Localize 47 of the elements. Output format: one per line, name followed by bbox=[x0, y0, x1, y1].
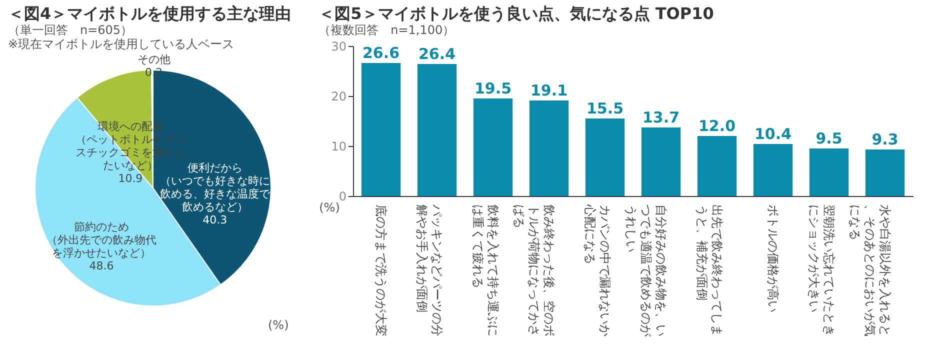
slice-label: その他 bbox=[137, 53, 170, 66]
bar bbox=[585, 118, 625, 196]
y-tick-label: 0 bbox=[338, 190, 346, 204]
bar bbox=[865, 150, 905, 196]
bar bbox=[641, 128, 681, 196]
data-label: 40.3 bbox=[202, 214, 228, 227]
bar bbox=[529, 100, 569, 196]
x-tick-label: カバンの中で漏れないか心配になる bbox=[583, 204, 612, 336]
data-label: 9.5 bbox=[816, 130, 842, 148]
bar bbox=[753, 144, 793, 196]
data-label: 19.1 bbox=[530, 82, 568, 100]
chart-subtitle: （単一回答 n=605） bbox=[8, 23, 133, 38]
data-label: 0.2 bbox=[145, 66, 163, 80]
data-label: 48.6 bbox=[89, 259, 114, 272]
data-label: 12.0 bbox=[698, 117, 736, 135]
data-label: 13.7 bbox=[642, 108, 680, 126]
x-tick-label: パッキンなどパーツの分解やお手入れが面倒 bbox=[415, 204, 444, 336]
bar bbox=[473, 98, 513, 196]
slice-label: 便利だから（いつでも好きな時に飲める、好きな温度で飲めるなど） bbox=[160, 162, 271, 214]
bar bbox=[697, 136, 737, 196]
data-label: 10.4 bbox=[754, 125, 792, 143]
text: (%) bbox=[268, 318, 289, 332]
bar bbox=[809, 148, 849, 196]
data-label: 15.5 bbox=[586, 100, 624, 118]
x-tick-label: 翌朝洗い忘れていたときにショックが大きい bbox=[807, 204, 836, 336]
chart-title: ＜図4＞マイボトルを使用する主な理由 bbox=[8, 4, 292, 24]
chart-title: ＜図5＞マイボトルを使う良い点、気になる点 TOP10 bbox=[318, 4, 714, 23]
x-tick-label: 水や白湯以外を入れると、そのあとのにおいが気になる bbox=[848, 204, 892, 336]
y-tick-label: 30 bbox=[331, 40, 346, 54]
x-tick-label: 出先で飲み終わってしまうと、補充が面倒 bbox=[695, 204, 724, 336]
data-label: 26.6 bbox=[362, 44, 400, 62]
bar bbox=[417, 64, 457, 196]
text: ※現在マイボトルを使用している人ベース bbox=[8, 37, 234, 52]
data-label: 10.9 bbox=[118, 172, 143, 186]
x-tick-label: 飲み終わった後、空のボトルが荷物になってかさばる bbox=[512, 204, 556, 336]
x-tick-label: 自分好みの飲み物を、いつでも適温で飲めるのがうれしい bbox=[624, 204, 668, 338]
y-tick-label: 10 bbox=[331, 140, 346, 154]
y-axis-title: (%) bbox=[319, 200, 340, 214]
data-label: 26.4 bbox=[418, 45, 456, 63]
data-label: 19.5 bbox=[474, 80, 512, 98]
data-label: 9.3 bbox=[872, 130, 898, 148]
bar bbox=[361, 63, 401, 196]
x-tick-label: 飲料を入れて持ち運ぶには重くて疲れる bbox=[471, 204, 500, 336]
y-tick-label: 20 bbox=[331, 90, 346, 104]
chart-subtitle: （複数回答 n=1,100） bbox=[318, 23, 455, 37]
x-tick-label: ボトルの価格が高い bbox=[766, 204, 780, 312]
x-tick-label: 底の方まで洗うのが大変 bbox=[374, 204, 388, 336]
